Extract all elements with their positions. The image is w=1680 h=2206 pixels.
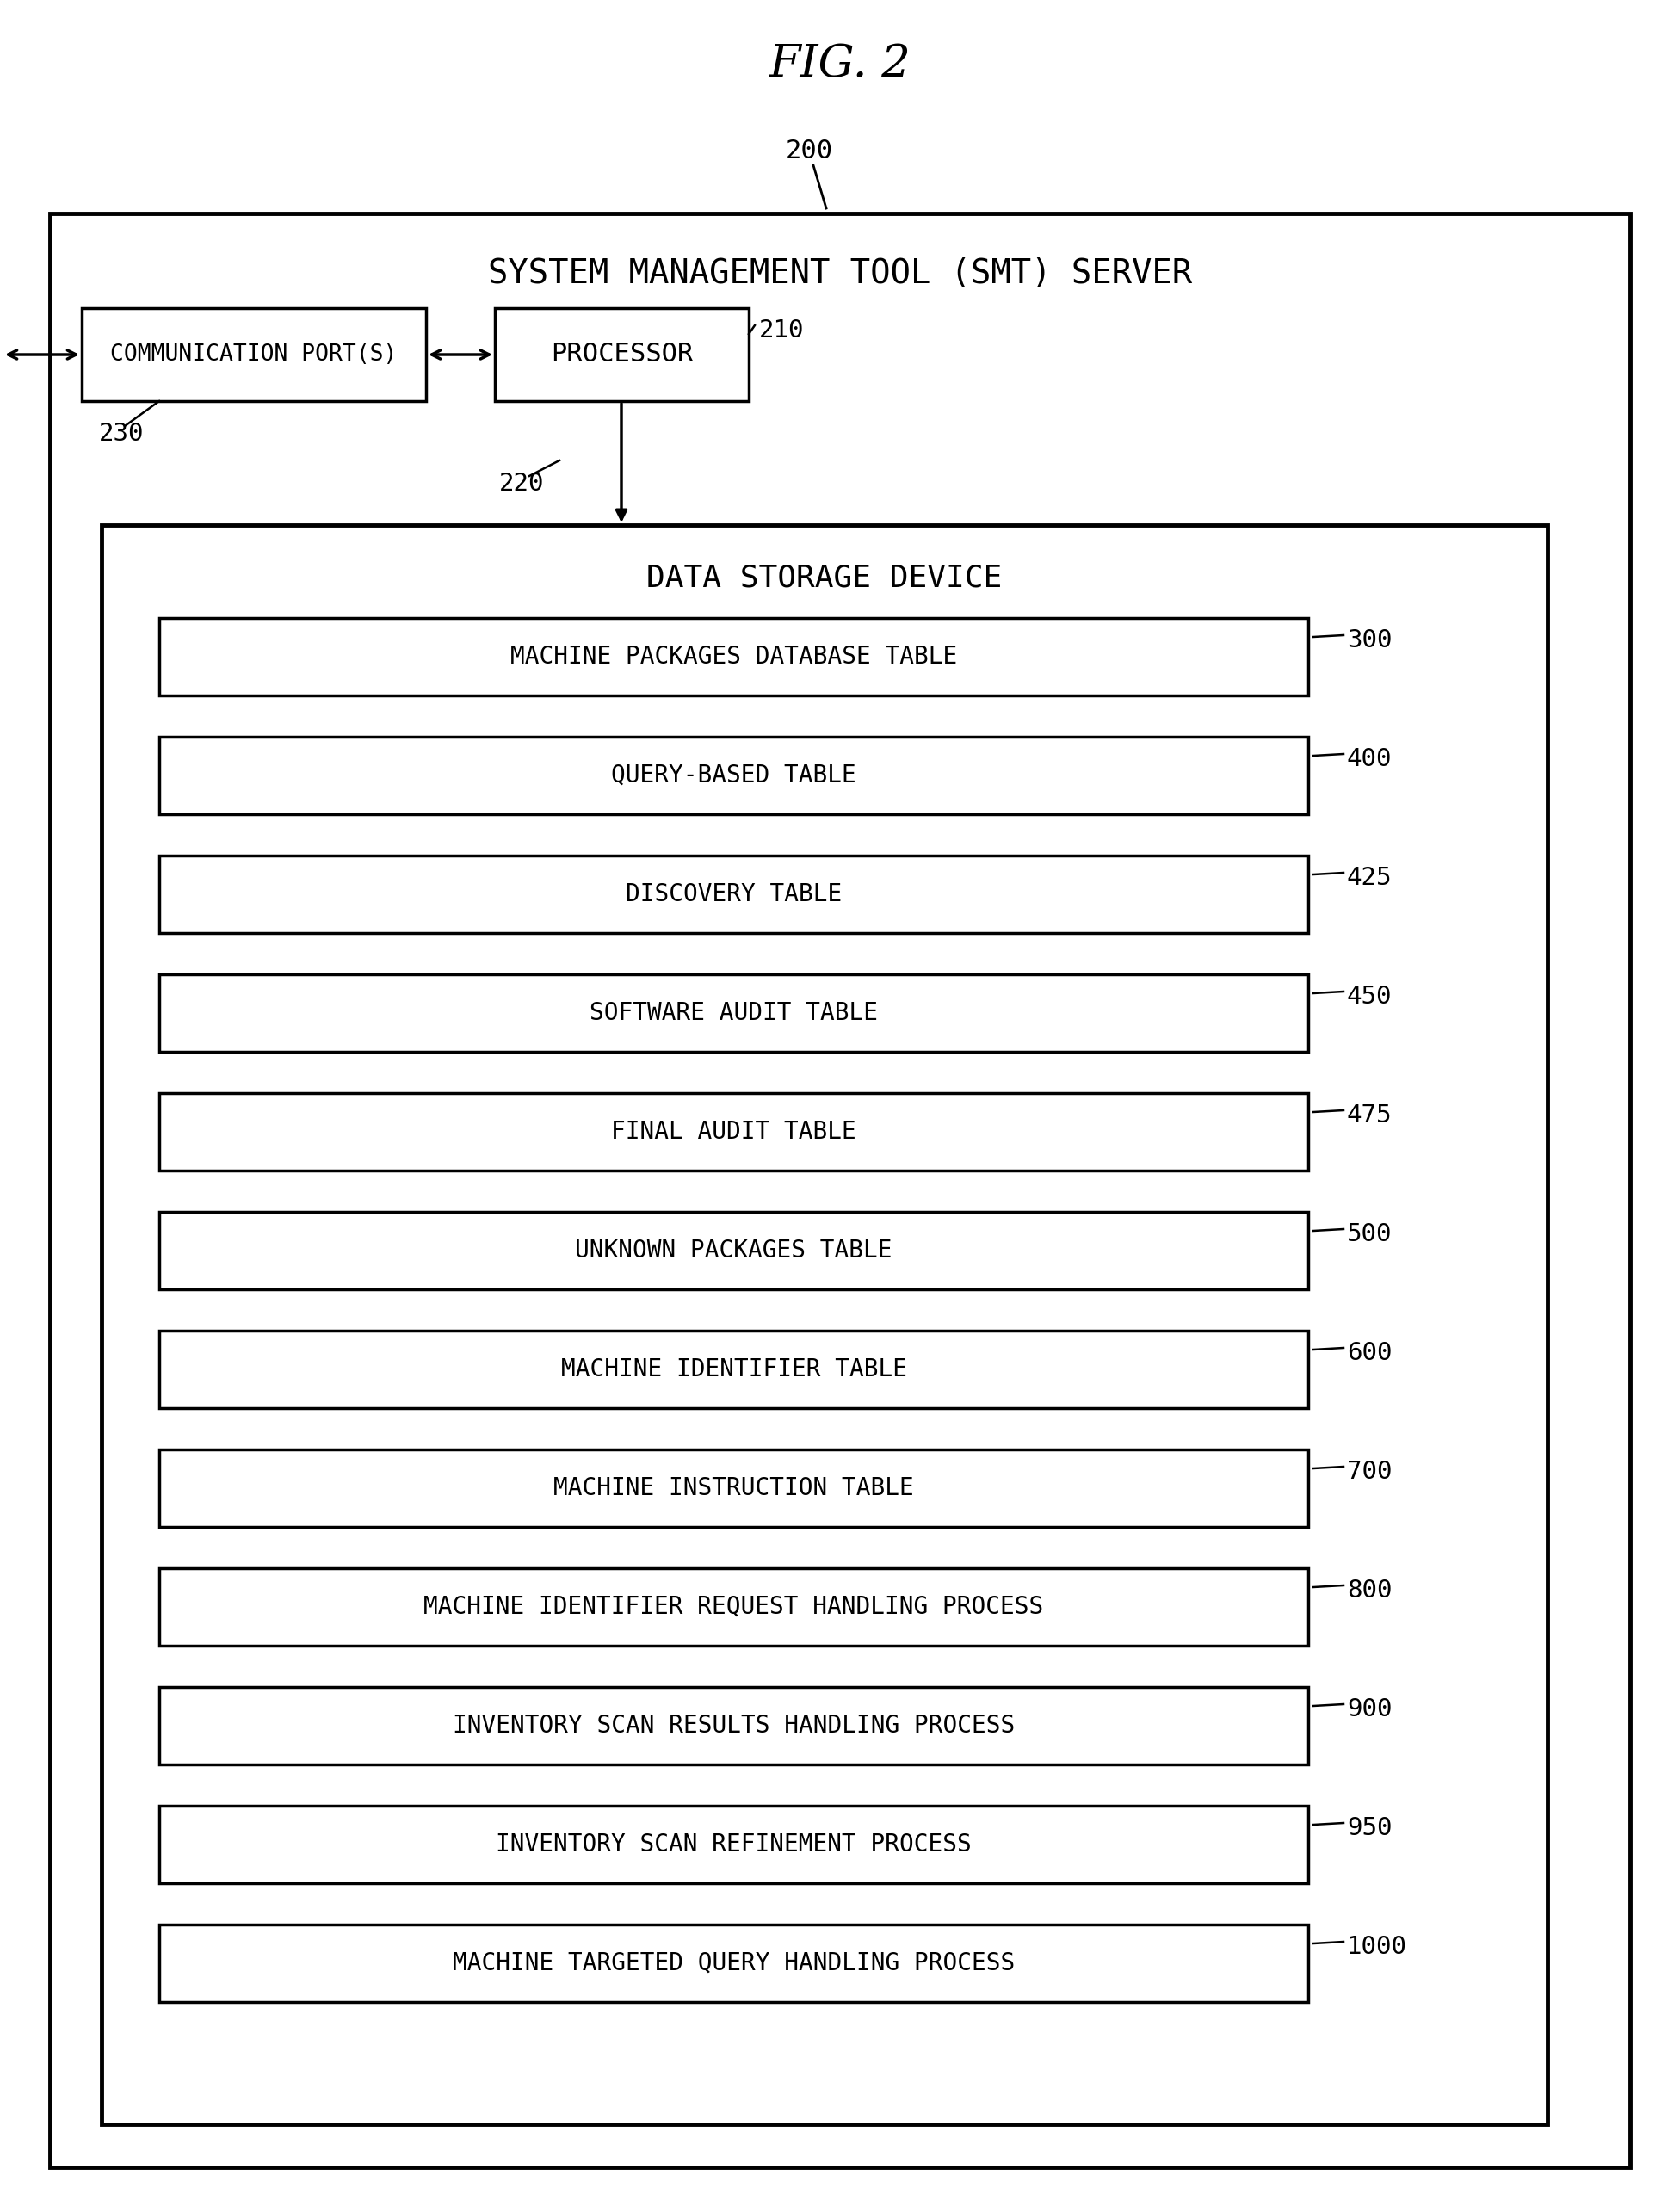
Bar bbox=[160, 1330, 1309, 1407]
Text: 400: 400 bbox=[1347, 748, 1393, 772]
Text: 300: 300 bbox=[1347, 629, 1393, 653]
Bar bbox=[160, 1688, 1309, 1765]
Text: 200: 200 bbox=[785, 139, 833, 163]
Text: 475: 475 bbox=[1347, 1103, 1393, 1127]
Bar bbox=[160, 1211, 1309, 1288]
Text: MACHINE INSTRUCTION TABLE: MACHINE INSTRUCTION TABLE bbox=[553, 1476, 914, 1500]
Text: QUERY-BASED TABLE: QUERY-BASED TABLE bbox=[612, 763, 857, 788]
Bar bbox=[496, 309, 749, 401]
Text: MACHINE TARGETED QUERY HANDLING PROCESS: MACHINE TARGETED QUERY HANDLING PROCESS bbox=[452, 1952, 1015, 1974]
Bar bbox=[160, 1449, 1309, 1527]
Text: INVENTORY SCAN RESULTS HANDLING PROCESS: INVENTORY SCAN RESULTS HANDLING PROCESS bbox=[452, 1714, 1015, 1738]
Text: 450: 450 bbox=[1347, 984, 1393, 1008]
Text: 210: 210 bbox=[759, 318, 805, 342]
Text: 230: 230 bbox=[99, 421, 144, 446]
Text: COMMUNICATION PORT(S): COMMUNICATION PORT(S) bbox=[111, 344, 398, 366]
Bar bbox=[160, 1568, 1309, 1646]
Text: 600: 600 bbox=[1347, 1341, 1393, 1366]
Text: INVENTORY SCAN REFINEMENT PROCESS: INVENTORY SCAN REFINEMENT PROCESS bbox=[496, 1833, 971, 1857]
Text: 425: 425 bbox=[1347, 867, 1393, 889]
Bar bbox=[101, 525, 1547, 2124]
Bar bbox=[160, 975, 1309, 1052]
Text: 950: 950 bbox=[1347, 1816, 1393, 1840]
Text: SOFTWARE AUDIT TABLE: SOFTWARE AUDIT TABLE bbox=[590, 1002, 879, 1026]
Text: UNKNOWN PACKAGES TABLE: UNKNOWN PACKAGES TABLE bbox=[575, 1238, 892, 1262]
Bar bbox=[160, 737, 1309, 814]
Text: 700: 700 bbox=[1347, 1460, 1393, 1485]
Text: FIG. 2: FIG. 2 bbox=[769, 42, 911, 86]
Text: PROCESSOR: PROCESSOR bbox=[551, 342, 692, 366]
Text: DISCOVERY TABLE: DISCOVERY TABLE bbox=[625, 882, 842, 907]
Bar bbox=[82, 309, 427, 401]
Bar bbox=[160, 618, 1309, 695]
Bar bbox=[160, 1094, 1309, 1171]
Bar bbox=[160, 1924, 1309, 2003]
Text: 900: 900 bbox=[1347, 1696, 1393, 1721]
Text: 220: 220 bbox=[499, 472, 544, 496]
Text: MACHINE IDENTIFIER TABLE: MACHINE IDENTIFIER TABLE bbox=[561, 1357, 907, 1381]
Bar bbox=[160, 856, 1309, 933]
Text: MACHINE PACKAGES DATABASE TABLE: MACHINE PACKAGES DATABASE TABLE bbox=[511, 644, 958, 668]
Text: 1000: 1000 bbox=[1347, 1935, 1408, 1959]
Text: 800: 800 bbox=[1347, 1579, 1393, 1602]
Text: 500: 500 bbox=[1347, 1222, 1393, 1246]
Text: DATA STORAGE DEVICE: DATA STORAGE DEVICE bbox=[647, 565, 1003, 593]
Bar bbox=[50, 214, 1630, 2166]
Text: MACHINE IDENTIFIER REQUEST HANDLING PROCESS: MACHINE IDENTIFIER REQUEST HANDLING PROC… bbox=[423, 1595, 1043, 1619]
Text: SYSTEM MANAGEMENT TOOL (SMT) SERVER: SYSTEM MANAGEMENT TOOL (SMT) SERVER bbox=[487, 258, 1193, 289]
Bar bbox=[160, 1807, 1309, 1884]
Text: FINAL AUDIT TABLE: FINAL AUDIT TABLE bbox=[612, 1121, 857, 1145]
